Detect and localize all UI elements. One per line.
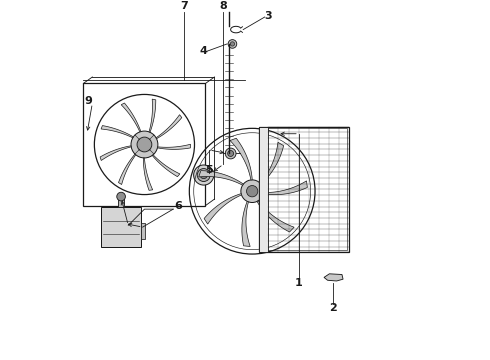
- Polygon shape: [144, 158, 153, 190]
- Text: 4: 4: [199, 46, 207, 56]
- Circle shape: [228, 150, 234, 157]
- Text: 8: 8: [220, 1, 227, 11]
- Polygon shape: [152, 155, 180, 177]
- FancyBboxPatch shape: [101, 207, 141, 247]
- Circle shape: [131, 131, 158, 158]
- Polygon shape: [121, 103, 141, 132]
- Bar: [141, 223, 145, 239]
- Text: 7: 7: [180, 1, 188, 11]
- Text: 6: 6: [174, 201, 182, 211]
- Circle shape: [246, 185, 258, 197]
- Polygon shape: [199, 171, 244, 185]
- Polygon shape: [156, 115, 182, 139]
- Circle shape: [137, 137, 152, 152]
- Circle shape: [197, 168, 210, 181]
- Circle shape: [241, 180, 264, 203]
- Circle shape: [194, 165, 214, 185]
- Polygon shape: [242, 201, 250, 247]
- Polygon shape: [263, 181, 307, 195]
- Polygon shape: [149, 99, 156, 132]
- Polygon shape: [324, 274, 343, 281]
- Text: 5: 5: [205, 165, 213, 175]
- Polygon shape: [204, 194, 242, 224]
- Circle shape: [230, 42, 235, 46]
- Polygon shape: [260, 142, 284, 184]
- Circle shape: [200, 171, 207, 179]
- Polygon shape: [257, 201, 294, 232]
- Bar: [118, 199, 124, 207]
- Text: 3: 3: [265, 11, 272, 21]
- Polygon shape: [100, 146, 131, 161]
- Polygon shape: [230, 138, 252, 180]
- Bar: [261, 129, 347, 251]
- Bar: [259, 127, 349, 252]
- Polygon shape: [157, 144, 191, 149]
- Polygon shape: [119, 154, 136, 185]
- Polygon shape: [101, 126, 133, 138]
- Circle shape: [117, 192, 125, 201]
- Text: 9: 9: [85, 96, 93, 107]
- Bar: [259, 127, 269, 252]
- Circle shape: [228, 40, 237, 48]
- Text: 2: 2: [329, 303, 337, 313]
- Text: 1: 1: [295, 278, 303, 288]
- Circle shape: [225, 148, 236, 159]
